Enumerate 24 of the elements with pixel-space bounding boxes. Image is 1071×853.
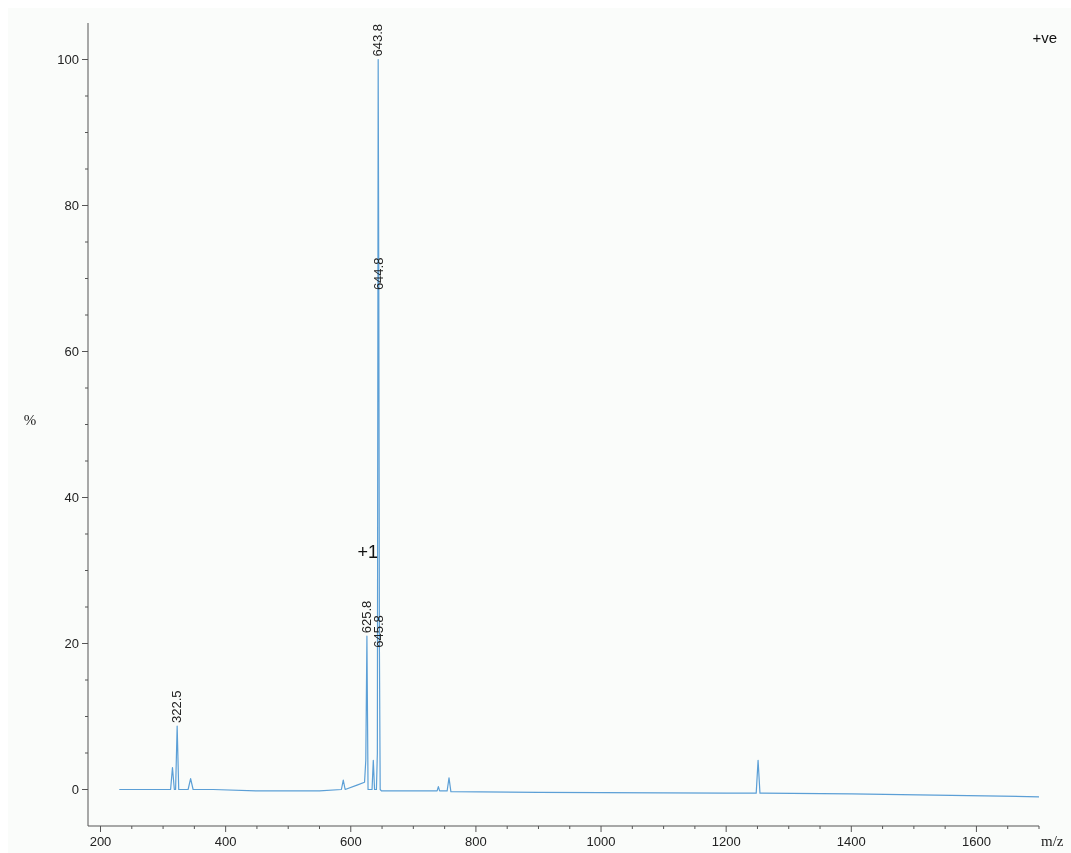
x-tick-label: 1400 <box>836 834 866 849</box>
x-tick-label: 1000 <box>586 834 616 849</box>
y-tick-label: 80 <box>64 198 79 214</box>
x-tick-label: 1600 <box>961 834 991 849</box>
y-tick-label: 40 <box>64 490 79 506</box>
y-tick-label: 60 <box>64 344 79 360</box>
x-tick-label: 400 <box>214 834 237 849</box>
annotation: 645.8 <box>371 615 387 648</box>
annotation: 644.8 <box>370 257 386 291</box>
x-tick-label: 200 <box>89 834 112 849</box>
annotation: +1 <box>357 542 378 562</box>
annotation: 643.8 <box>370 23 386 57</box>
y-tick-label: 0 <box>71 782 79 798</box>
x-tick-label: 1200 <box>711 834 741 849</box>
annotation: 322.5 <box>169 690 185 723</box>
y-axis-title: % <box>23 411 37 428</box>
line-series <box>118 58 1040 798</box>
x-tick-label: 600 <box>339 834 362 849</box>
annotation: +ve <box>1032 29 1057 46</box>
y-tick-label: 100 <box>57 52 79 68</box>
x-tick-label: 800 <box>465 834 487 849</box>
annotation: 625.8 <box>358 600 374 634</box>
y-tick-label: 20 <box>64 636 79 652</box>
x-axis-title: m/z <box>1041 833 1064 849</box>
